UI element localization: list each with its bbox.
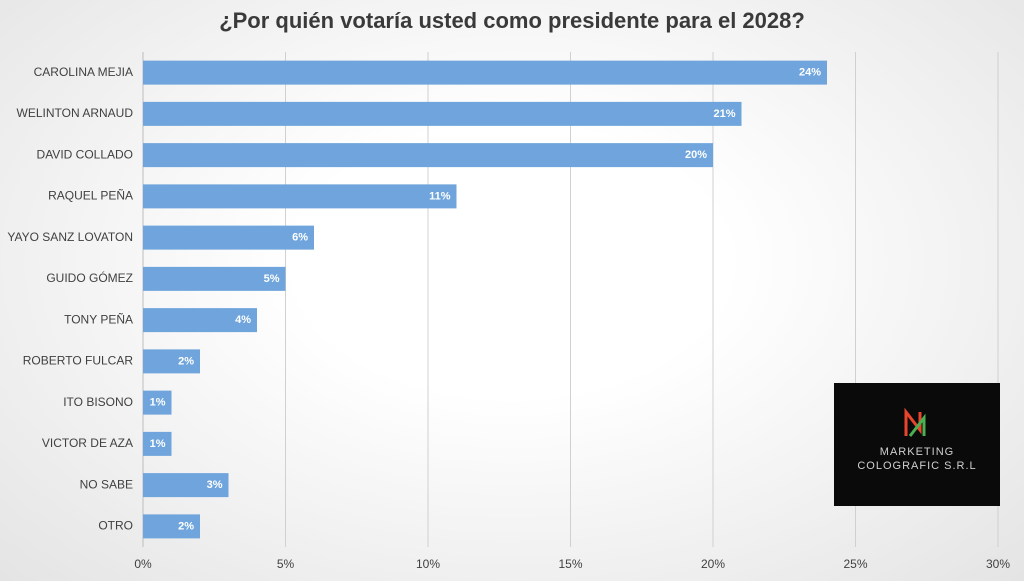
y-tick-label: TONY PEÑA (64, 312, 133, 326)
bar (143, 349, 200, 374)
bar (143, 308, 257, 333)
x-tick-label: 0% (134, 557, 152, 571)
bar (143, 431, 172, 456)
value-label: 2% (178, 520, 194, 532)
value-label: 11% (429, 190, 451, 202)
value-label: 2% (178, 355, 194, 367)
y-tick-label: ITO BISONO (63, 395, 133, 409)
y-tick-label: RAQUEL PEÑA (48, 189, 133, 203)
y-tick-label: CAROLINA MEJIA (34, 65, 133, 79)
x-tick-label: 25% (843, 557, 867, 571)
bar (143, 101, 742, 126)
x-tick-label: 5% (277, 557, 295, 571)
bar (143, 473, 229, 498)
logo-mark (908, 413, 926, 437)
y-tick-label: VICTOR DE AZA (42, 436, 133, 450)
x-tick-label: 20% (701, 557, 725, 571)
y-tick-label: DAVID COLLADO (37, 147, 133, 161)
value-label: 20% (685, 149, 707, 161)
bar (143, 143, 713, 168)
x-tick-label: 10% (416, 557, 440, 571)
bar (143, 184, 457, 209)
logo-box (834, 383, 1000, 506)
bar (143, 266, 286, 291)
y-tick-label: GUIDO GÓMEZ (46, 270, 133, 285)
x-tick-label: 30% (986, 557, 1010, 571)
value-label: 3% (207, 479, 223, 491)
y-tick-label: NO SABE (80, 477, 133, 491)
value-label: 6% (292, 232, 308, 244)
logo-text: MARKETING (880, 446, 954, 458)
y-tick-label: YAYO SANZ LOVATON (7, 230, 133, 244)
value-label: 5% (264, 273, 280, 285)
value-label: 4% (235, 314, 251, 326)
value-label: 24% (799, 67, 821, 79)
bar (143, 225, 314, 250)
y-tick-label: ROBERTO FULCAR (23, 354, 134, 368)
y-tick-label: WELINTON ARNAUD (17, 106, 134, 120)
bar (143, 390, 172, 415)
value-label: 1% (150, 438, 166, 450)
bar (143, 60, 827, 85)
chart-title: ¿Por quién votaría usted como presidente… (219, 8, 805, 33)
y-tick-label: OTRO (98, 519, 133, 533)
x-tick-label: 15% (558, 557, 582, 571)
logo-text: COLOGRAFIC S.R.L (857, 460, 976, 472)
value-label: 21% (713, 108, 735, 120)
value-label: 1% (150, 397, 166, 409)
bar (143, 514, 200, 539)
